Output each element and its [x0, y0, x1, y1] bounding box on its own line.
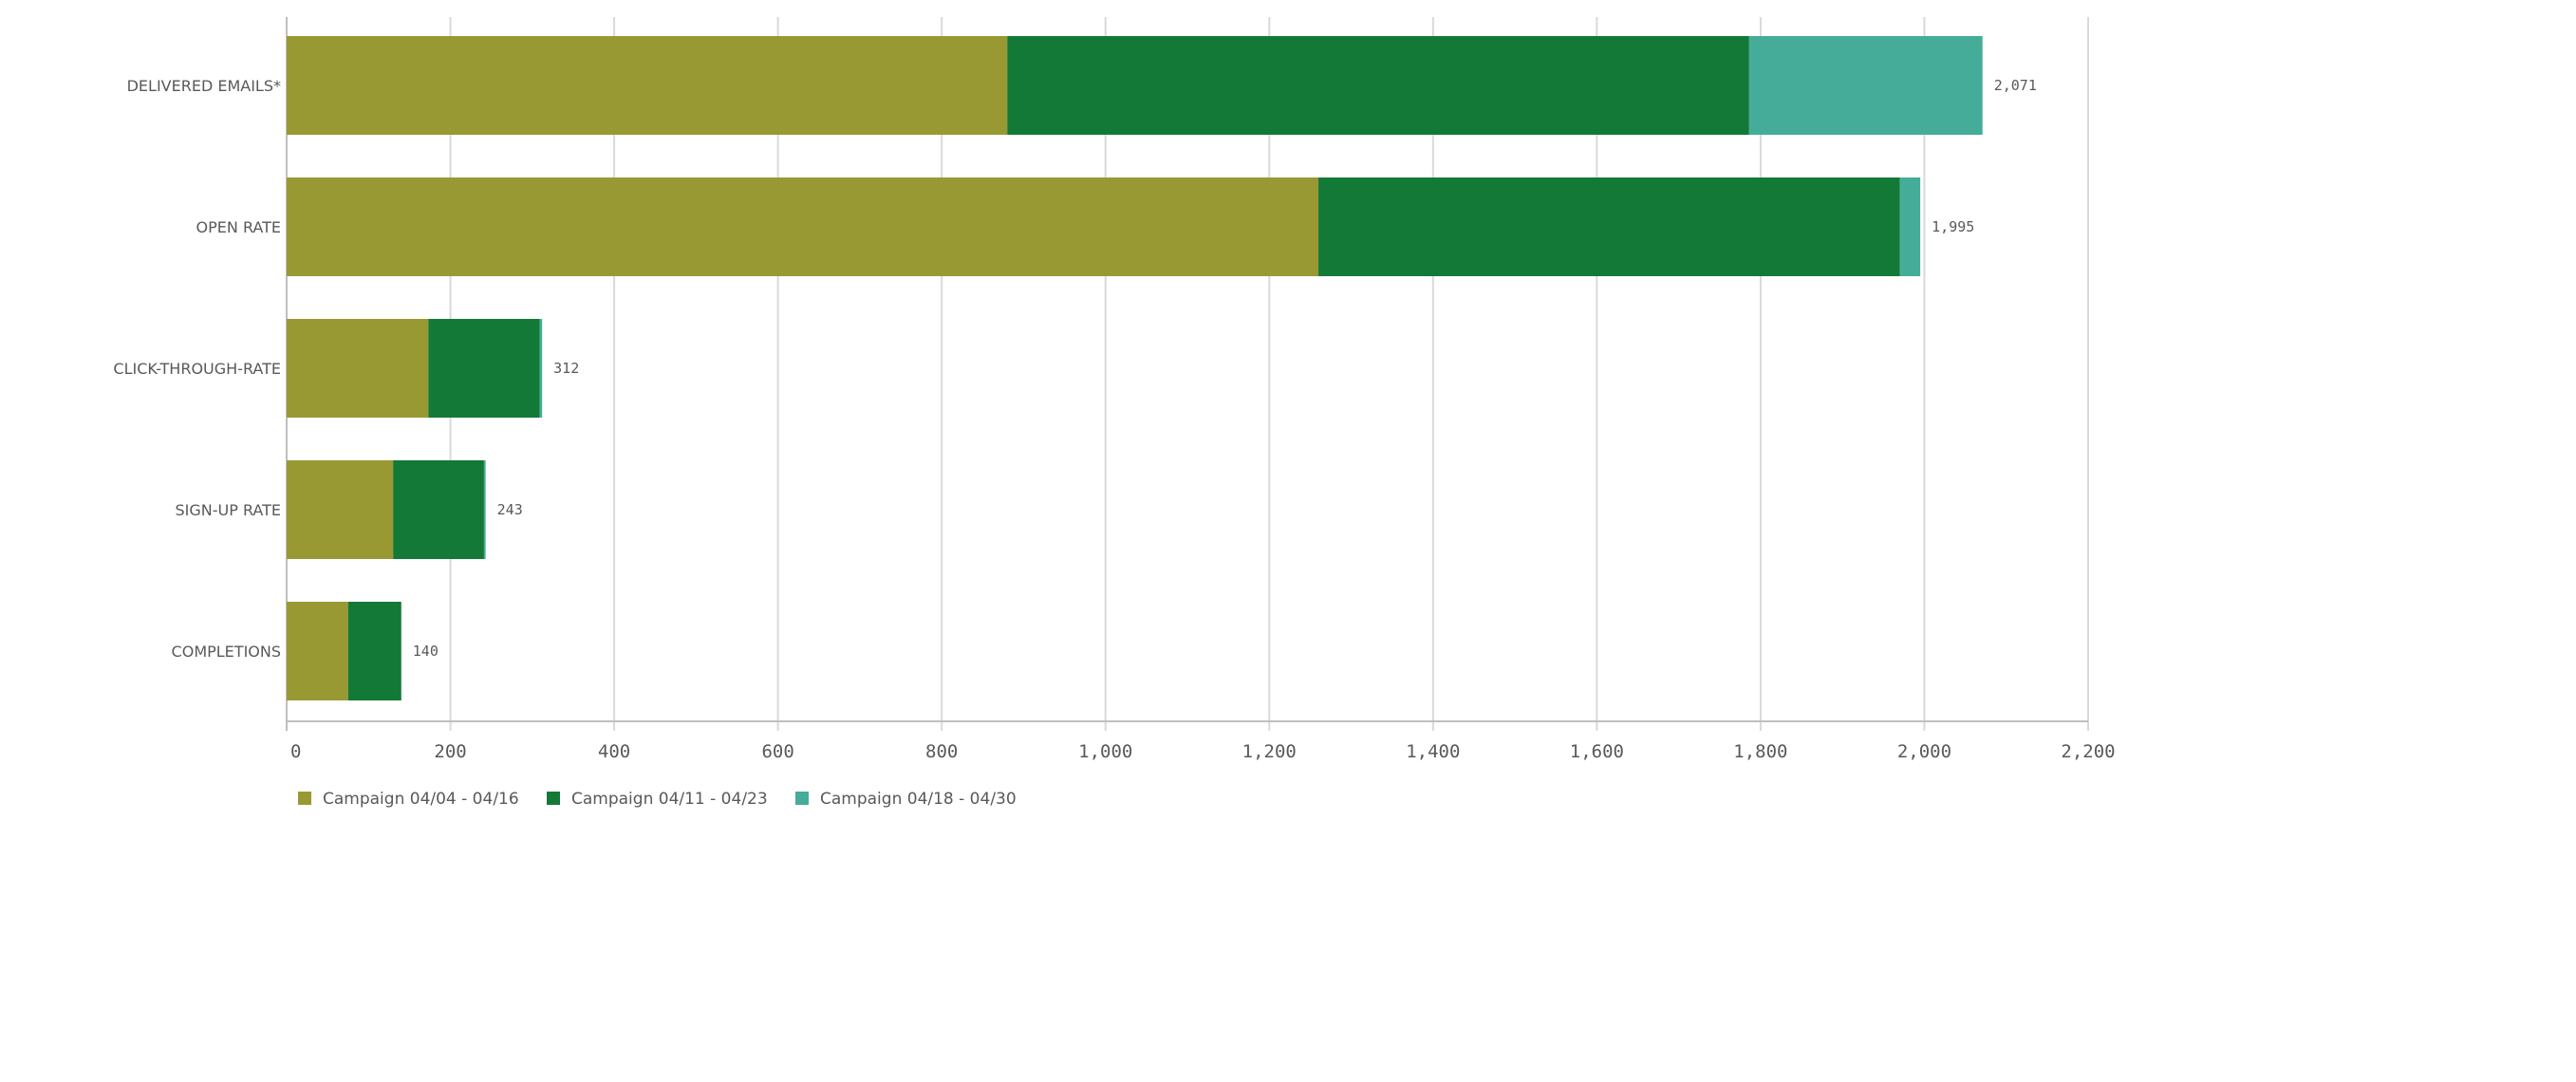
bar-segment: [347, 602, 401, 700]
total-data-label: 1,995: [1932, 218, 1974, 235]
bar-segment: [287, 177, 1319, 276]
bar-segment: [539, 319, 543, 418]
bar-segment: [287, 460, 394, 559]
category-label: OPEN RATE: [196, 218, 281, 236]
x-tick-label: 1,200: [1242, 741, 1297, 762]
legend-swatch: [298, 792, 311, 805]
bar-segment: [287, 602, 348, 700]
x-tick-label: 600: [761, 741, 793, 762]
legend-label: Campaign 04/11 - 04/23: [571, 790, 768, 809]
legend-swatch: [547, 792, 560, 805]
category-label: CLICK-THROUGH-RATE: [113, 360, 281, 378]
x-tick-label: 800: [925, 741, 958, 762]
bar-segment: [1318, 177, 1900, 276]
bar-segment: [1899, 177, 1921, 276]
total-data-label: 2,071: [1994, 77, 2037, 94]
x-tick-label: 2,200: [2061, 741, 2115, 762]
x-tick-label: 400: [598, 741, 630, 762]
legend-label: Campaign 04/04 - 04/16: [323, 790, 519, 809]
total-data-label: 140: [413, 643, 439, 660]
bars-layer: 2,071 1,995 312 243 140: [287, 36, 2037, 700]
x-tick-label: 1,600: [1570, 741, 1624, 762]
category-label: COMPLETIONS: [172, 643, 281, 661]
axis-layer: 0 200 400 600 800 1,000 1,200 1,400 1,600 1,800 2,…: [113, 77, 2115, 762]
legend-swatch: [795, 792, 809, 805]
bar-segment: [393, 460, 484, 559]
bar-segment: [1748, 36, 1983, 135]
total-data-label: 243: [497, 501, 523, 518]
bar-segment: [428, 319, 540, 418]
total-data-label: 312: [553, 360, 579, 377]
legend-label: Campaign 04/18 - 04/30: [820, 790, 1017, 809]
x-tick-label: 1,000: [1078, 741, 1132, 762]
bar-segment: [287, 319, 429, 418]
category-label: SIGN-UP RATE: [175, 501, 281, 519]
grid-layer: [286, 17, 2089, 731]
x-tick-label: 200: [434, 741, 466, 762]
legend: Campaign 04/04 - 04/16 Campaign 04/11 - 0…: [298, 790, 1017, 809]
x-tick-label: 1,400: [1406, 741, 1460, 762]
x-tick-label: 1,800: [1733, 741, 1787, 762]
category-label: DELIVERED EMAILS*: [127, 77, 281, 95]
bar-segment: [287, 36, 1008, 135]
x-tick-label: 0: [290, 741, 301, 762]
bar-segment: [483, 460, 486, 559]
x-tick-label: 2,000: [1897, 741, 1951, 762]
bar-segment: [1007, 36, 1749, 135]
